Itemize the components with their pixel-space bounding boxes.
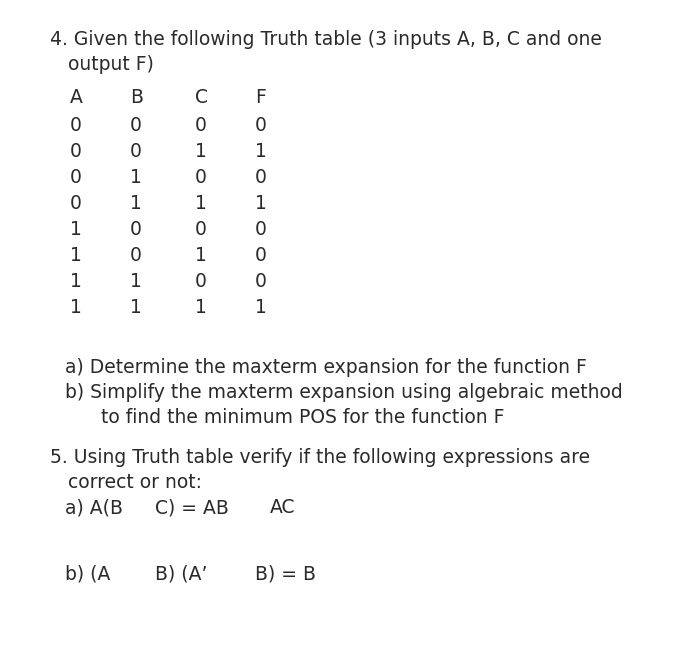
Text: 4. Given the following Truth table (3 inputs A, B, C and one: 4. Given the following Truth table (3 in… (50, 30, 602, 49)
Text: 0: 0 (130, 220, 142, 239)
Text: 0: 0 (255, 168, 267, 187)
Text: a) Determine the maxterm expansion for the function F: a) Determine the maxterm expansion for t… (65, 358, 587, 377)
Text: 0: 0 (255, 220, 267, 239)
Text: B) (A’: B) (A’ (155, 565, 207, 584)
Text: a) A(B: a) A(B (65, 498, 123, 517)
Text: 5. Using Truth table verify if the following expressions are: 5. Using Truth table verify if the follo… (50, 448, 590, 467)
Text: 0: 0 (255, 246, 267, 265)
Text: 1: 1 (70, 272, 82, 291)
Text: 1: 1 (195, 142, 207, 161)
Text: C: C (195, 88, 208, 107)
Text: C) = AB: C) = AB (155, 498, 229, 517)
Text: AC: AC (270, 498, 295, 517)
Text: 1: 1 (195, 194, 207, 213)
Text: 0: 0 (70, 194, 82, 213)
Text: 1: 1 (255, 194, 267, 213)
Text: 1: 1 (70, 298, 82, 317)
Text: 0: 0 (195, 272, 207, 291)
Text: b) (A: b) (A (65, 565, 111, 584)
Text: 1: 1 (195, 298, 207, 317)
Text: 0: 0 (70, 168, 82, 187)
Text: 1: 1 (70, 246, 82, 265)
Text: 1: 1 (130, 168, 142, 187)
Text: 0: 0 (195, 168, 207, 187)
Text: 1: 1 (195, 246, 207, 265)
Text: A: A (70, 88, 83, 107)
Text: 1: 1 (70, 220, 82, 239)
Text: 0: 0 (130, 142, 142, 161)
Text: F: F (255, 88, 266, 107)
Text: to find the minimum POS for the function F: to find the minimum POS for the function… (65, 408, 505, 427)
Text: 0: 0 (130, 116, 142, 135)
Text: 1: 1 (130, 298, 142, 317)
Text: 0: 0 (255, 116, 267, 135)
Text: 0: 0 (195, 116, 207, 135)
Text: 0: 0 (70, 116, 82, 135)
Text: 1: 1 (255, 142, 267, 161)
Text: 1: 1 (130, 194, 142, 213)
Text: correct or not:: correct or not: (50, 473, 202, 492)
Text: 1: 1 (255, 298, 267, 317)
Text: B) = B: B) = B (255, 565, 316, 584)
Text: b) Simplify the maxterm expansion using algebraic method: b) Simplify the maxterm expansion using … (65, 383, 623, 402)
Text: 0: 0 (195, 220, 207, 239)
Text: output F): output F) (50, 55, 154, 74)
Text: 1: 1 (130, 272, 142, 291)
Text: 0: 0 (130, 246, 142, 265)
Text: 0: 0 (70, 142, 82, 161)
Text: B: B (130, 88, 143, 107)
Text: 0: 0 (255, 272, 267, 291)
